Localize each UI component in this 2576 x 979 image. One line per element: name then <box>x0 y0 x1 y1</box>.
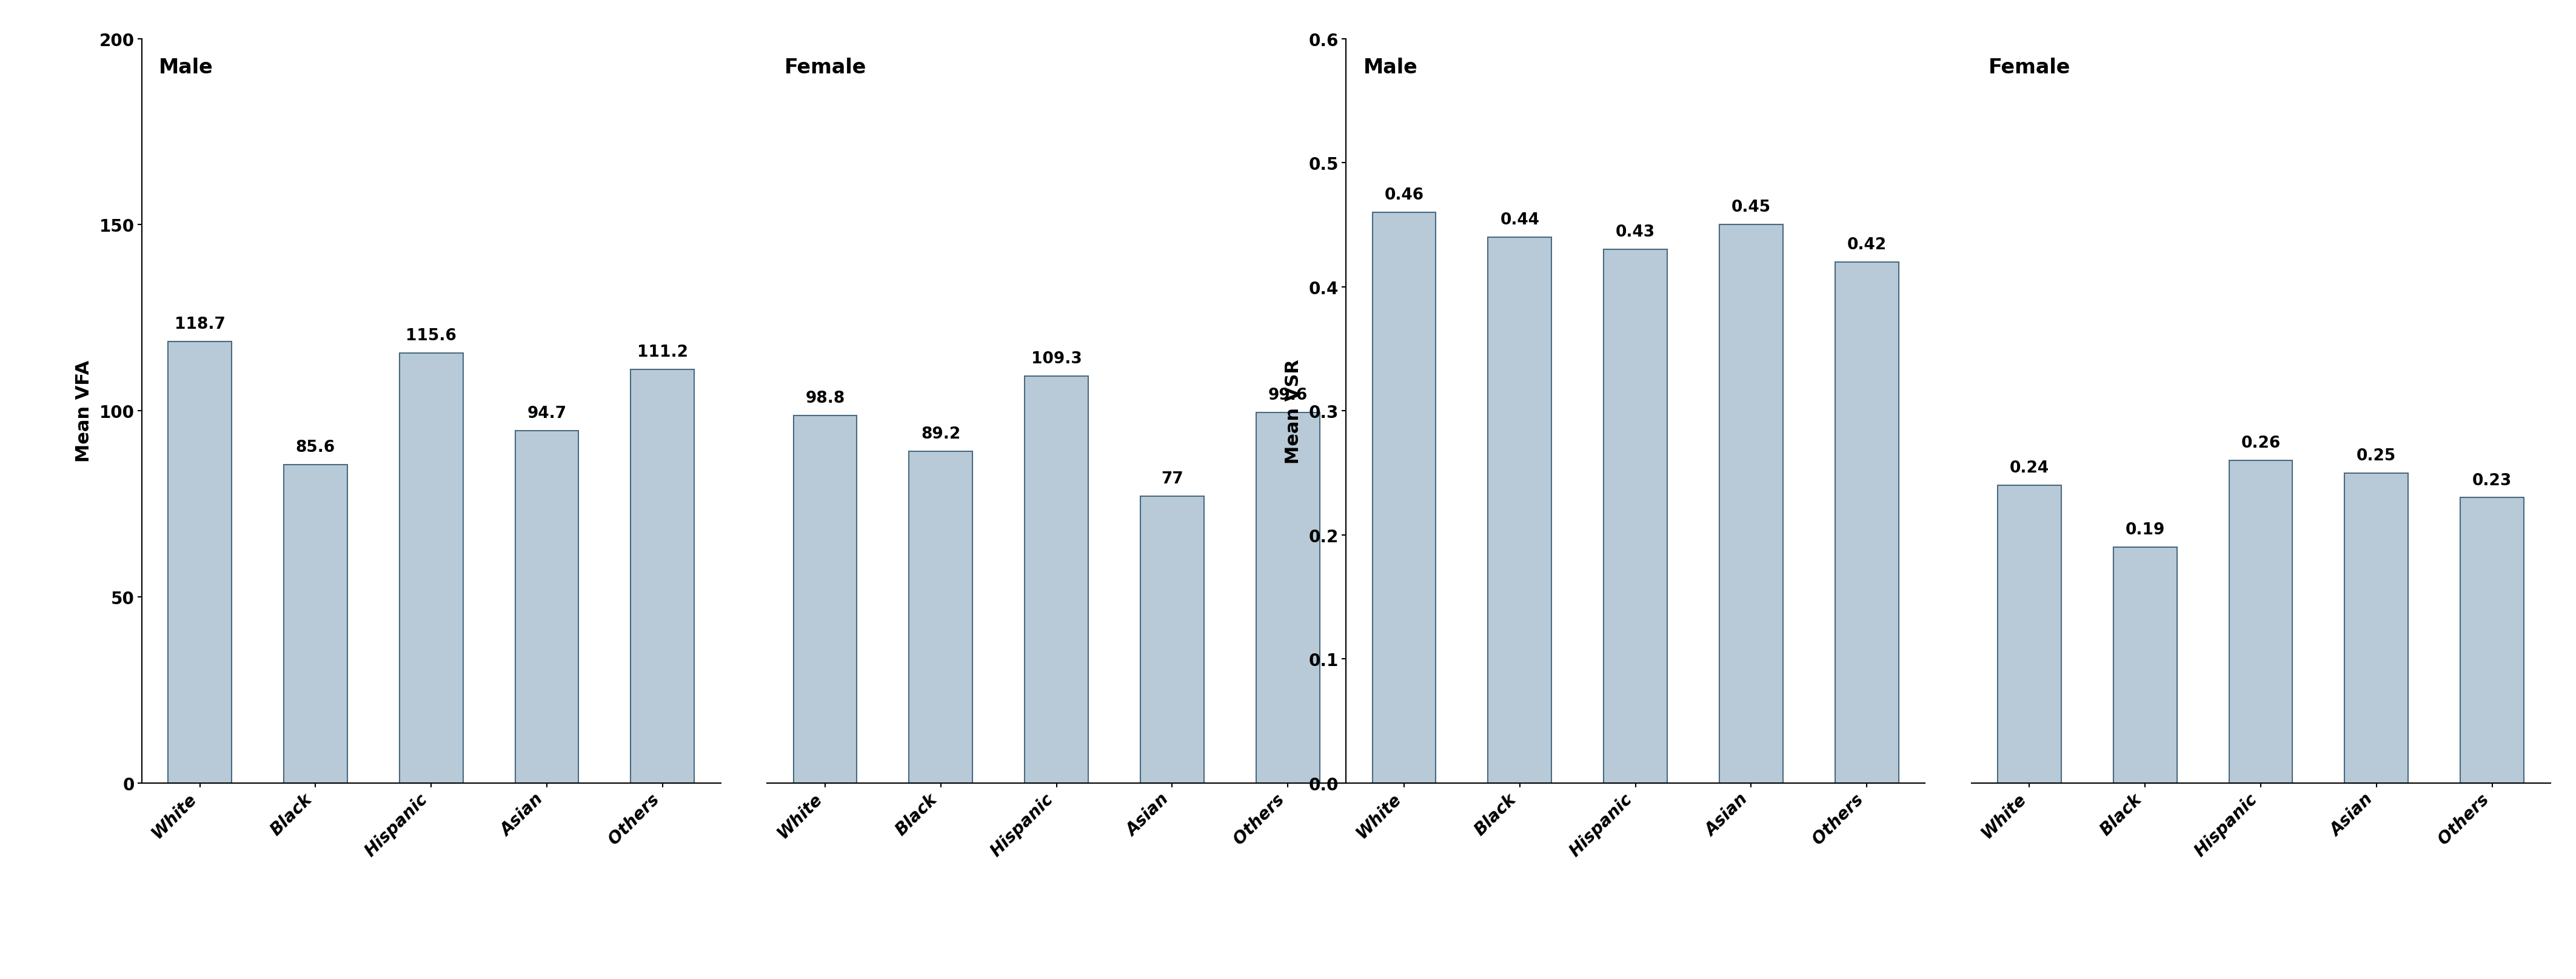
Bar <box>1489 238 1551 783</box>
Bar <box>2112 547 2177 783</box>
Text: 85.6: 85.6 <box>296 440 335 455</box>
Bar <box>399 353 464 783</box>
Text: 0.46: 0.46 <box>1383 187 1425 203</box>
Text: Male: Male <box>1363 58 1417 77</box>
Bar <box>1257 413 1319 783</box>
Bar <box>793 416 858 783</box>
Text: Female: Female <box>783 58 866 77</box>
Text: 0.25: 0.25 <box>2357 447 2396 463</box>
Text: 0.42: 0.42 <box>1847 237 1886 253</box>
Text: 0.44: 0.44 <box>1499 212 1540 228</box>
Bar <box>1718 225 1783 783</box>
Text: 109.3: 109.3 <box>1030 351 1082 367</box>
Bar <box>167 342 232 783</box>
Text: Female: Female <box>1989 58 2071 77</box>
Bar <box>2344 473 2409 783</box>
Text: 98.8: 98.8 <box>806 391 845 406</box>
Text: 77: 77 <box>1162 471 1182 488</box>
Y-axis label: Mean VSR: Mean VSR <box>1285 358 1301 464</box>
Y-axis label: Mean VFA: Mean VFA <box>75 360 93 462</box>
Bar <box>1025 377 1087 783</box>
Text: Male: Male <box>160 58 214 77</box>
Text: 0.26: 0.26 <box>2241 436 2280 451</box>
Bar <box>1996 486 2061 783</box>
Bar <box>909 451 974 783</box>
Text: 0.45: 0.45 <box>1731 200 1770 215</box>
Bar <box>1141 496 1203 783</box>
Text: 99.6: 99.6 <box>1267 388 1309 403</box>
Text: 0.24: 0.24 <box>2009 460 2048 476</box>
Text: 0.19: 0.19 <box>2125 522 2164 537</box>
Bar <box>2228 461 2293 783</box>
Bar <box>631 369 696 783</box>
Bar <box>515 431 580 783</box>
Text: 0.23: 0.23 <box>2473 473 2512 489</box>
Text: 115.6: 115.6 <box>407 328 456 344</box>
Bar <box>1373 212 1435 783</box>
Bar <box>283 465 348 783</box>
Bar <box>1834 262 1899 783</box>
Bar <box>1605 250 1667 783</box>
Text: 118.7: 118.7 <box>175 316 224 332</box>
Text: 94.7: 94.7 <box>528 405 567 421</box>
Bar <box>2460 498 2524 783</box>
Text: 89.2: 89.2 <box>922 426 961 442</box>
Text: 0.43: 0.43 <box>1615 224 1656 240</box>
Text: 111.2: 111.2 <box>636 344 688 360</box>
